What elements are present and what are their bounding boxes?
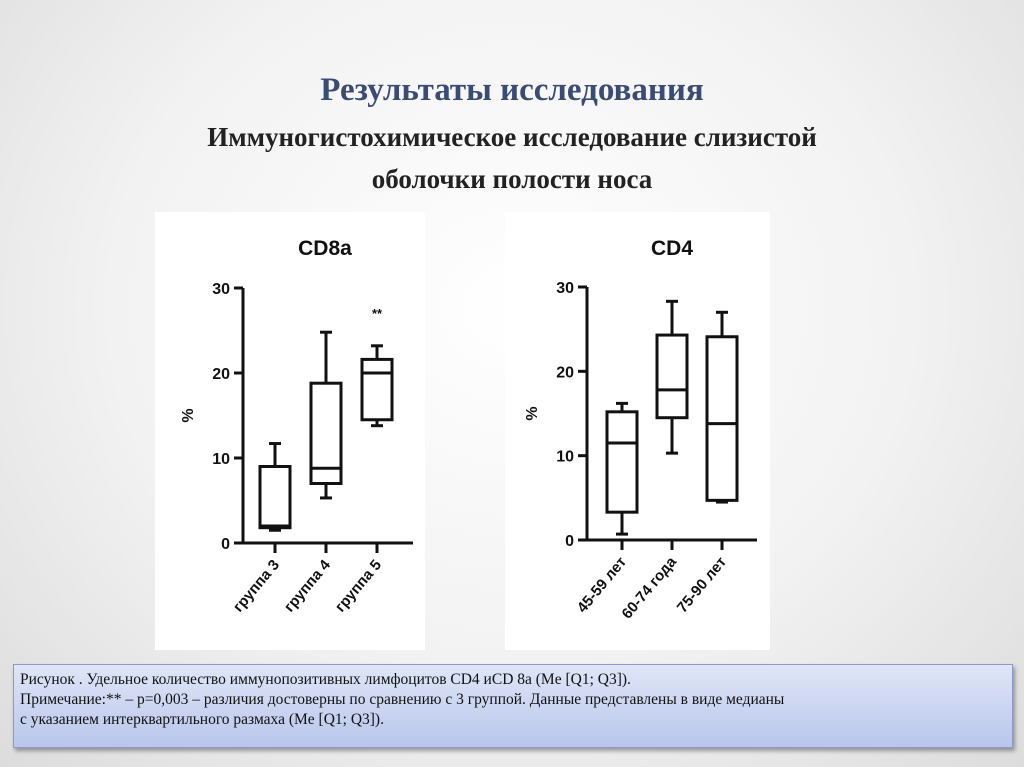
slide-subtitle: Иммуногистохимическое исследование слизи… (0, 116, 1024, 200)
y-tick-label: 30 (556, 280, 574, 297)
caption-line-2: Примечание:** – p=0,003 – различия досто… (20, 691, 785, 708)
x-tick-label: 75-90 лет (674, 554, 730, 617)
x-tick-label: группа 4 (281, 556, 335, 615)
x-tick-label: группа 3 (230, 557, 283, 616)
caption-line-1: Рисунок . Удельное количество иммунопози… (20, 671, 631, 688)
box-iqr (705, 335, 739, 502)
caption-line-3: с указанием интерквартильного размаха (M… (20, 711, 384, 728)
y-tick-label: 10 (212, 451, 230, 468)
chart-title: CD4 (651, 237, 693, 260)
y-tick-label: 10 (556, 449, 574, 466)
chart-title: CD8a (298, 237, 352, 260)
y-tick-label: 0 (221, 536, 230, 553)
significance-annotation: ** (372, 306, 383, 321)
x-tick-label: группа 5 (332, 557, 385, 616)
y-tick-label: 0 (565, 533, 574, 550)
y-tick-label: 30 (212, 281, 230, 298)
slide-title: Результаты исследования (320, 72, 704, 108)
subtitle-line-1: Иммуногистохимическое исследование слизи… (207, 122, 817, 152)
y-tick-label: 20 (556, 364, 574, 381)
box-iqr (605, 410, 639, 514)
subtitle-line-2: оболочки полости носа (371, 164, 653, 194)
box-iqr (258, 465, 292, 530)
figure-caption: Рисунок . Удельное количество иммунопози… (13, 664, 1013, 748)
box-iqr (360, 357, 394, 422)
y-axis-label: % (180, 408, 197, 422)
y-tick-label: 20 (212, 366, 230, 383)
box-iqr (655, 333, 689, 420)
y-axis-label: % (524, 406, 541, 420)
cd8a-chart-panel: CD8a 0 10 20 30% группа 3 группа 4 группа 5 ** (155, 212, 425, 650)
cd4-chart-panel: CD4 0 10 20 30% 45-59 лет 60-74 года 75-90 лет (505, 212, 770, 650)
